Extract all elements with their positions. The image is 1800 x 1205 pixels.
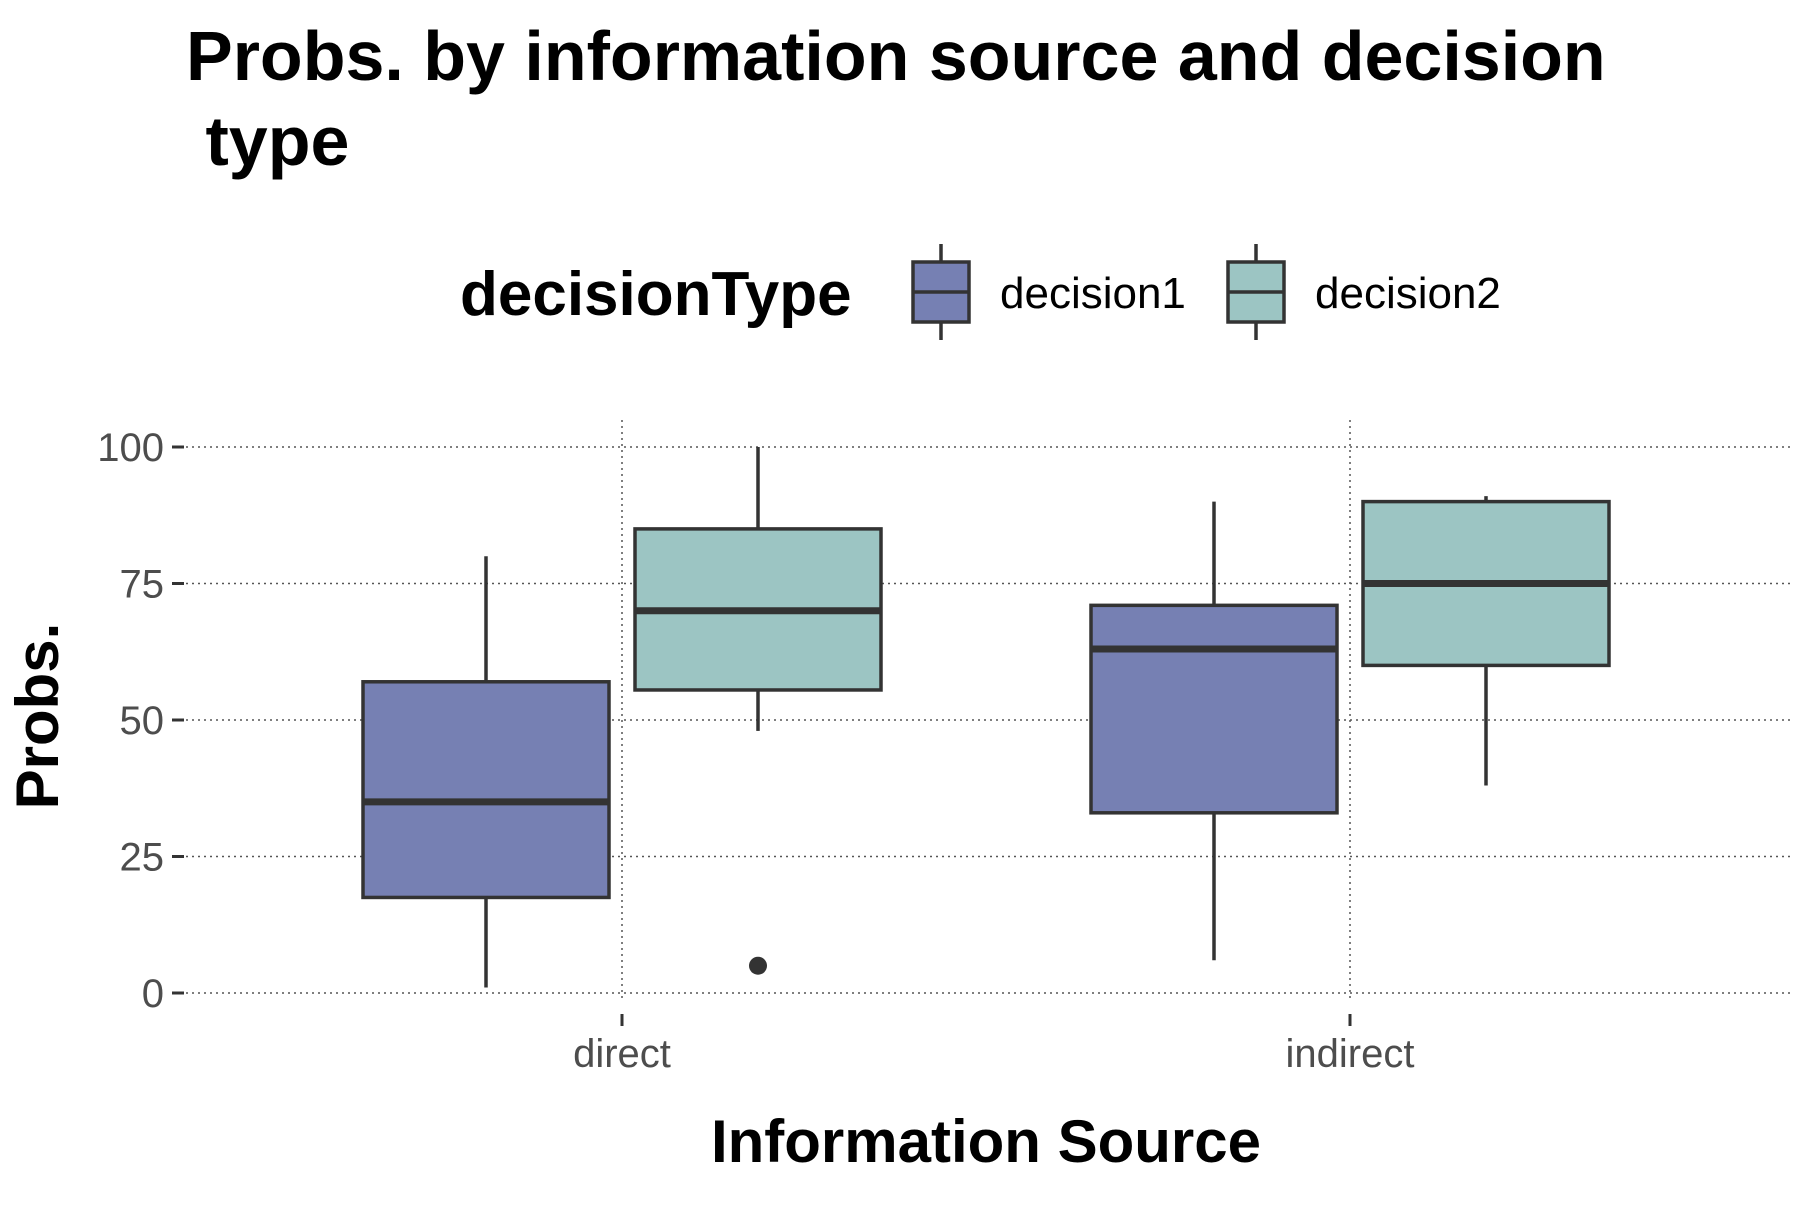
- y-tick-label: 100: [97, 426, 164, 470]
- y-tick-label: 50: [120, 699, 165, 743]
- plot-area: [361, 447, 1611, 988]
- legend: decisionType decision1 decision2: [460, 244, 1501, 340]
- y-tick-label: 25: [120, 836, 165, 880]
- box-decision2-indirect: [1361, 496, 1611, 786]
- legend-title: decisionType: [460, 260, 852, 329]
- y-tick-label: 75: [120, 563, 165, 607]
- chart-title-line-2: type: [186, 102, 349, 180]
- box-decision1-direct: [361, 556, 611, 988]
- x-tick-label: direct: [573, 1032, 671, 1076]
- chart-title-group: Probs. by information source and decisio…: [186, 17, 1606, 180]
- x-axis-title: Information Source: [711, 1108, 1261, 1175]
- chart-title-line-1: Probs. by information source and decisio…: [186, 17, 1606, 95]
- legend-label: decision2: [1315, 269, 1501, 318]
- box-body: [361, 680, 611, 900]
- y-axis-title: Probs.: [4, 623, 71, 810]
- box-body: [1089, 603, 1339, 815]
- x-tick-label: indirect: [1286, 1032, 1415, 1076]
- box-decision1-indirect: [1089, 501, 1339, 961]
- legend-key-decision2: [1226, 244, 1286, 340]
- outlier-point: [749, 956, 767, 975]
- legend-key-decision1: [911, 244, 971, 340]
- axes: 0 25 50 75 100 direct indirect: [97, 426, 1414, 1076]
- grid-lines: [186, 420, 1790, 1000]
- box-decision2-direct: [633, 447, 883, 975]
- legend-label: decision1: [1000, 269, 1186, 318]
- y-tick-label: 0: [142, 972, 164, 1016]
